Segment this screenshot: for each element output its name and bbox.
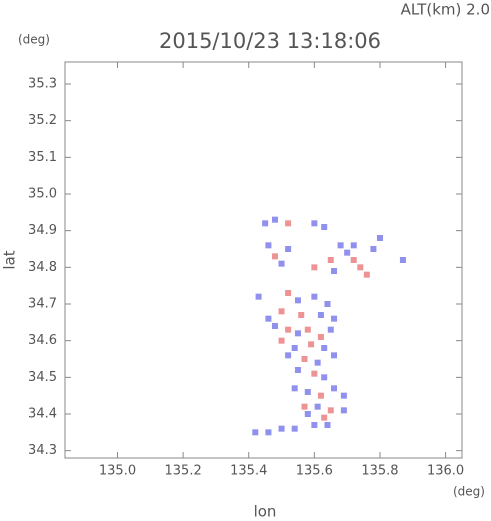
data-point — [291, 425, 298, 432]
data-point — [376, 235, 383, 241]
data-point — [285, 246, 292, 252]
y-tick-label: 34.6 — [28, 333, 57, 348]
data-point — [301, 356, 308, 362]
data-point — [278, 425, 285, 432]
data-point — [337, 242, 344, 249]
x-axis-label: lon — [254, 503, 277, 521]
data-point — [291, 345, 298, 351]
data-point — [321, 374, 328, 381]
data-point — [278, 337, 285, 344]
y-tick-label: 34.9 — [28, 223, 57, 238]
data-point — [311, 220, 318, 227]
data-point — [262, 220, 269, 227]
data-point — [308, 341, 315, 348]
data-point — [294, 367, 301, 373]
data-point — [340, 407, 347, 414]
x-tick-label: 136.0 — [427, 464, 464, 479]
data-point — [291, 385, 298, 392]
y-tick-label: 34.5 — [28, 370, 57, 385]
y-tick-label: 35.2 — [28, 113, 57, 128]
data-point — [331, 315, 338, 322]
y-tick-label: 35.3 — [28, 77, 57, 92]
x-tick-label: 135.2 — [165, 464, 202, 479]
data-point — [271, 253, 278, 260]
y-tick-label: 34.7 — [28, 297, 57, 312]
data-point — [271, 323, 278, 329]
data-point — [304, 411, 311, 417]
y-tick-label: 35.0 — [28, 187, 57, 202]
x-tick-label: 135.6 — [296, 464, 333, 479]
data-point — [271, 216, 278, 223]
data-point — [327, 326, 334, 333]
data-point — [294, 297, 301, 304]
data-point — [344, 249, 351, 256]
data-point — [399, 257, 406, 263]
data-point — [255, 293, 262, 300]
data-point — [311, 370, 318, 377]
data-point — [314, 403, 321, 410]
y-tick-label: 34.4 — [28, 407, 57, 422]
data-point — [252, 429, 259, 436]
x-tick-label: 135.8 — [361, 464, 398, 479]
data-point — [278, 308, 285, 315]
data-point — [317, 334, 324, 340]
x-tick-label: 135.4 — [230, 464, 267, 479]
data-point — [327, 407, 334, 414]
y-unit: (deg) — [18, 33, 50, 47]
data-point — [321, 414, 328, 421]
data-point — [324, 422, 331, 428]
plot-frame — [64, 61, 463, 459]
data-point — [294, 330, 301, 337]
data-point — [285, 326, 292, 333]
data-point — [321, 345, 328, 351]
data-point — [301, 403, 308, 410]
data-point — [317, 312, 324, 318]
data-point — [311, 293, 318, 300]
data-point — [350, 242, 357, 249]
data-point — [340, 392, 347, 399]
data-point — [285, 352, 292, 359]
data-point — [321, 224, 328, 230]
data-point — [324, 301, 331, 307]
data-point — [363, 271, 370, 278]
data-point — [304, 389, 311, 395]
data-point — [370, 246, 377, 252]
data-point — [314, 359, 321, 366]
x-unit: (deg) — [453, 485, 485, 499]
data-point — [311, 264, 318, 271]
y-tick-label: 35.1 — [28, 150, 57, 165]
data-point — [331, 385, 338, 392]
x-tick-label: 135.0 — [99, 464, 136, 479]
y-tick-label: 34.8 — [28, 260, 57, 275]
data-point — [298, 312, 305, 318]
data-point — [331, 352, 338, 359]
data-point — [285, 290, 292, 296]
data-point — [265, 315, 272, 322]
data-point — [278, 260, 285, 267]
chart-subtitle: ALT(km) 2.0 — [401, 1, 490, 19]
data-point — [304, 326, 311, 333]
data-point — [285, 220, 292, 227]
data-point — [357, 264, 364, 271]
data-point — [331, 268, 338, 274]
data-point — [265, 429, 272, 436]
data-point — [327, 257, 334, 263]
data-point — [311, 422, 318, 428]
data-point — [317, 392, 324, 399]
y-tick-label: 34.3 — [28, 443, 57, 458]
data-point — [265, 242, 272, 249]
y-axis-label: lat — [1, 250, 19, 269]
data-point — [350, 257, 357, 263]
chart-title: 2015/10/23 13:18:06 — [159, 29, 381, 53]
